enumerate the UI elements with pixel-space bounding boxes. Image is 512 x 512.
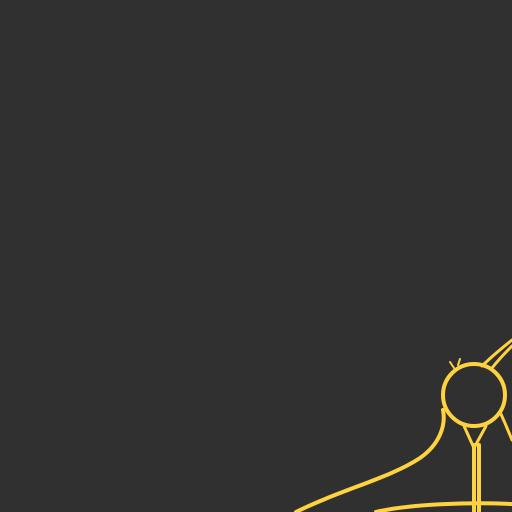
roundabout <box>441 362 507 428</box>
road-south-ellipse <box>374 501 512 512</box>
road-south-slip <box>462 424 488 450</box>
road-vertical-stem <box>472 443 481 512</box>
road-east-exit <box>498 410 512 442</box>
roads-group <box>294 338 512 512</box>
road-tick-nw <box>449 358 461 369</box>
road-northeast-ramp <box>480 338 512 370</box>
road-south-arc <box>294 408 446 512</box>
